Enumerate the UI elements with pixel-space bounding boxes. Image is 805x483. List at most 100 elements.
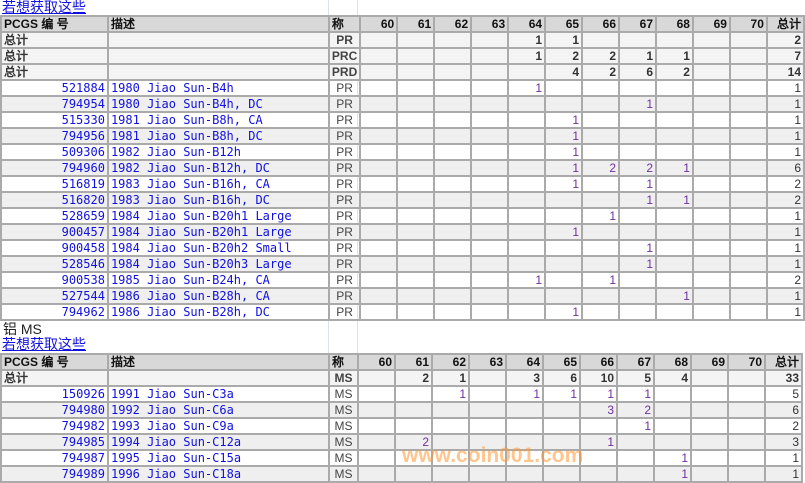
count-cell[interactable]: 3	[579, 401, 618, 419]
count-cell[interactable]: 1	[579, 433, 618, 451]
count-cell[interactable]: 1	[544, 159, 584, 177]
description-link[interactable]: 1982 Jiao Sun-B12h, DC	[106, 159, 330, 177]
count-cell[interactable]: 2	[618, 159, 657, 177]
description-link[interactable]: 1992 Jiao Sun-C6a	[107, 401, 330, 419]
count-cell	[727, 385, 766, 403]
count-cell[interactable]: 1	[544, 303, 584, 321]
count-cell: 3	[505, 369, 544, 387]
row-total: 2	[764, 417, 803, 435]
description-link[interactable]: 1994 Jiao Sun-C12a	[107, 433, 330, 451]
count-cell[interactable]: 1	[507, 79, 547, 97]
description-link[interactable]: 1980 Jiao Sun-B4h, DC	[106, 95, 330, 113]
count-cell	[691, 191, 731, 209]
count-cell[interactable]: 1	[655, 287, 694, 305]
count-cell	[359, 47, 399, 65]
description-link[interactable]: 1980 Jiao Sun-B4h	[106, 79, 330, 97]
pcgs-number-link[interactable]: 794982	[0, 417, 109, 435]
count-cell[interactable]: 1	[618, 95, 657, 113]
description-link[interactable]: 1996 Jiao Sun-C18a	[107, 465, 330, 483]
count-cell[interactable]: 1	[616, 385, 655, 403]
count-cell[interactable]: 1	[544, 143, 584, 161]
count-cell[interactable]: 1	[581, 207, 621, 225]
description-link[interactable]: 1986 Jiao Sun-B28h, DC	[106, 303, 330, 321]
column-header-desc: 描述	[107, 353, 330, 371]
description-link[interactable]: 1983 Jiao Sun-B16h, CA	[106, 175, 330, 193]
get-these-link[interactable]: 若想获取这些	[2, 337, 86, 352]
description-link[interactable]: 1981 Jiao Sun-B8h, CA	[106, 111, 330, 129]
description-link[interactable]: 1986 Jiao Sun-B28h, CA	[106, 287, 330, 305]
count-cell[interactable]: 1	[581, 271, 621, 289]
count-cell[interactable]: 1	[618, 255, 657, 273]
description-link[interactable]: 1982 Jiao Sun-B12h	[106, 143, 330, 161]
description-link[interactable]: 1984 Jiao Sun-B20h1 Large	[106, 207, 330, 225]
description-link[interactable]: 1981 Jiao Sun-B8h, DC	[106, 127, 330, 145]
count-cell[interactable]: 1	[618, 175, 657, 193]
description-link[interactable]: 1995 Jiao Sun-C15a	[107, 449, 330, 467]
pcgs-number-link[interactable]: 521884	[0, 79, 109, 97]
count-cell[interactable]: 1	[655, 159, 694, 177]
pcgs-number-link[interactable]: 794956	[0, 127, 109, 145]
count-cell	[507, 223, 547, 241]
count-cell[interactable]: 1	[653, 465, 692, 483]
count-cell	[359, 239, 399, 257]
description-link[interactable]: 1985 Jiao Sun-B24h, CA	[106, 271, 330, 289]
count-cell[interactable]: 1	[655, 191, 694, 209]
count-cell[interactable]: 1	[544, 175, 584, 193]
count-cell[interactable]: 1	[431, 385, 470, 403]
count-cell	[618, 223, 657, 241]
pcgs-number-link[interactable]: 516819	[0, 175, 109, 193]
count-cell	[359, 143, 399, 161]
pcgs-number-link[interactable]: 527544	[0, 287, 109, 305]
count-cell[interactable]: 1	[544, 127, 584, 145]
count-cell	[357, 417, 396, 435]
count-cell	[433, 271, 473, 289]
count-cell[interactable]: 2	[581, 159, 621, 177]
count-cell[interactable]: 1	[618, 239, 657, 257]
get-these-link[interactable]: 若想获取这些	[2, 0, 86, 15]
pcgs-number-link[interactable]: 150926	[0, 385, 109, 403]
description-link[interactable]: 1991 Jiao Sun-C3a	[107, 385, 330, 403]
pcgs-number-link[interactable]: 794960	[0, 159, 109, 177]
description-link[interactable]: 1984 Jiao Sun-B20h2 Small	[106, 239, 330, 257]
count-cell[interactable]: 2	[616, 401, 655, 419]
count-cell[interactable]: 1	[542, 385, 581, 403]
grade-cell: PR	[327, 79, 362, 97]
pcgs-number-link[interactable]: 900538	[0, 271, 109, 289]
description-link[interactable]: 1984 Jiao Sun-B20h1 Large	[106, 223, 330, 241]
pcgs-number-link[interactable]: 794987	[0, 449, 109, 467]
column-header-64: 64	[507, 15, 547, 33]
pcgs-number-link[interactable]: 516820	[0, 191, 109, 209]
pcgs-number-link[interactable]: 794980	[0, 401, 109, 419]
count-cell[interactable]: 1	[505, 385, 544, 403]
row-total: 1	[765, 287, 805, 305]
pcgs-number-link[interactable]: 528659	[0, 207, 109, 225]
count-cell[interactable]: 1	[544, 223, 584, 241]
pcgs-number-link[interactable]: 794954	[0, 95, 109, 113]
count-cell	[468, 449, 507, 467]
grade-cell: PR	[327, 31, 362, 49]
count-cell[interactable]: 2	[394, 433, 433, 451]
description-link[interactable]: 1993 Jiao Sun-C9a	[107, 417, 330, 435]
pcgs-number-link[interactable]: 794962	[0, 303, 109, 321]
count-cell	[581, 95, 621, 113]
description-link[interactable]: 1984 Jiao Sun-B20h3 Large	[106, 255, 330, 273]
count-cell[interactable]: 1	[618, 191, 657, 209]
count-cell[interactable]: 1	[653, 449, 692, 467]
count-cell[interactable]: 1	[544, 111, 584, 129]
count-cell[interactable]: 1	[507, 271, 547, 289]
pcgs-number-link[interactable]: 900458	[0, 239, 109, 257]
pcgs-number-link[interactable]: 900457	[0, 223, 109, 241]
count-cell	[470, 239, 510, 257]
count-cell	[394, 401, 433, 419]
count-cell	[470, 127, 510, 145]
pcgs-number-link[interactable]: 509306	[0, 143, 109, 161]
count-cell	[433, 95, 473, 113]
pcgs-number-link[interactable]: 515330	[0, 111, 109, 129]
description-link[interactable]: 1983 Jiao Sun-B16h, DC	[106, 191, 330, 209]
count-cell[interactable]: 1	[616, 417, 655, 435]
pcgs-number-link[interactable]: 794985	[0, 433, 109, 451]
pcgs-number-link[interactable]: 794989	[0, 465, 109, 483]
count-cell	[433, 175, 473, 193]
count-cell[interactable]: 1	[579, 385, 618, 403]
pcgs-number-link[interactable]: 528546	[0, 255, 109, 273]
